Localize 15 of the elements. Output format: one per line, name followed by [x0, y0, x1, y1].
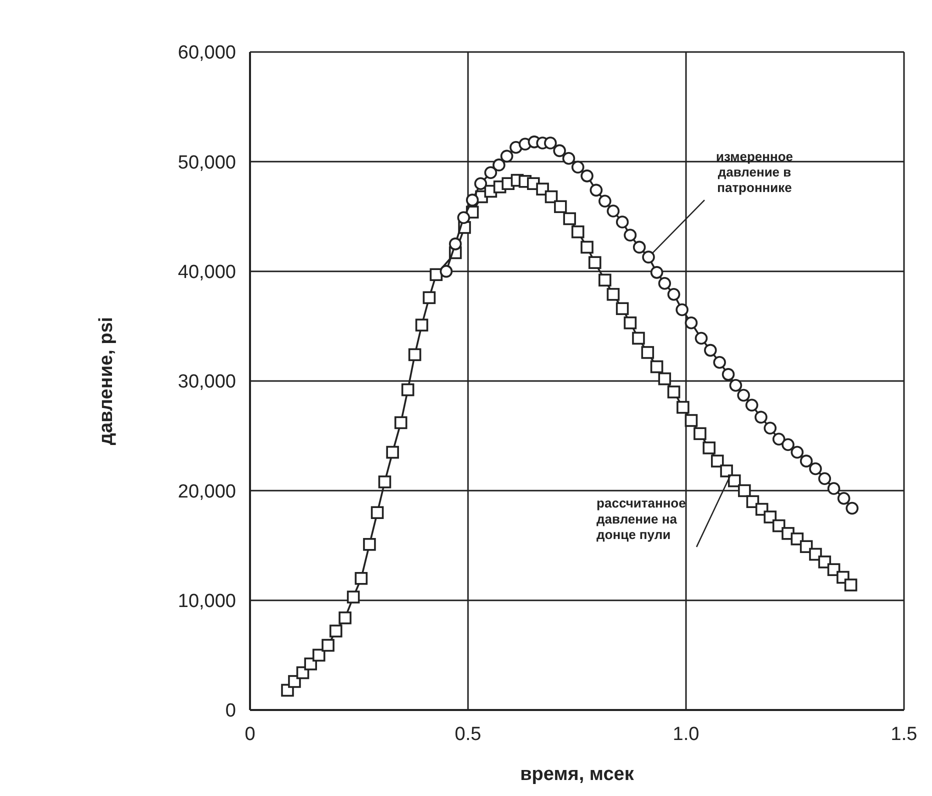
y-tick-label: 60,000: [178, 42, 236, 64]
y-tick-label: 30,000: [178, 372, 236, 393]
x-tick-label: 0: [244, 724, 256, 745]
y-tick-label: 0: [225, 700, 236, 722]
y-tick-label: 20,000: [178, 481, 236, 502]
y-tick-label: 10,000: [178, 590, 236, 612]
x-axis-title: время, мсек: [520, 764, 634, 785]
x-tick-label: 1.5: [890, 724, 918, 745]
annotation: рассчитанное давление на донце пули: [596, 496, 686, 542]
y-axis-title: давление, psi: [96, 316, 117, 446]
annotation: измеренное давление в патроннике: [716, 148, 794, 196]
x-tick-label: 1.0: [672, 724, 700, 745]
x-tick-label: 0.5: [454, 724, 482, 745]
y-tick-label: 40,000: [178, 262, 236, 283]
y-tick-label: 50,000: [178, 152, 236, 174]
